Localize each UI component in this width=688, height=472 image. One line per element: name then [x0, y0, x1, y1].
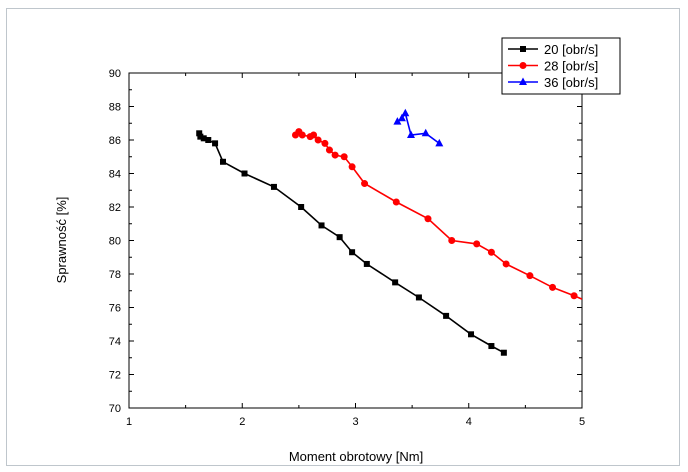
data-point [468, 331, 475, 338]
legend: 20 [obr/s] 28 [obr/s]36 [obr/s] [501, 37, 621, 95]
data-point [424, 215, 432, 223]
data-point [241, 170, 248, 177]
data-point [321, 139, 329, 147]
y-tick-label: 70 [109, 403, 121, 415]
data-point [392, 279, 399, 286]
y-tick-label: 86 [109, 135, 121, 147]
data-point [205, 137, 212, 143]
data-point [421, 128, 430, 137]
data-point [270, 183, 277, 190]
data-point [448, 237, 456, 244]
legend-swatch-marker [520, 46, 526, 52]
data-point [443, 312, 450, 319]
data-point [318, 222, 325, 229]
y-tick-label: 78 [109, 269, 121, 281]
series-markers [196, 108, 578, 356]
data-point [314, 136, 322, 144]
data-point [488, 343, 495, 350]
data-point [392, 198, 400, 206]
y-axis-label: Sprawność [%] [54, 197, 69, 284]
legend-label: 28 [obr/s] [544, 59, 598, 74]
x-tick-label: 1 [126, 416, 132, 428]
data-point [570, 292, 578, 300]
axes-group: 1 2 3 4 5 70 72 74 76 78 80 82 84 86 88 90 [109, 68, 585, 428]
data-point [348, 163, 356, 171]
data-point [473, 240, 481, 248]
data-point [349, 249, 356, 256]
data-point [435, 138, 444, 147]
data-point [526, 272, 534, 280]
data-point [500, 349, 507, 356]
data-point [200, 135, 207, 142]
y-tick-label: 90 [109, 68, 121, 80]
data-point [331, 151, 339, 159]
data-point [361, 180, 369, 188]
x-tick-label: 5 [579, 416, 585, 428]
data-point [549, 283, 557, 291]
data-point [298, 204, 305, 210]
x-axis-label: Moment obrotowy [Nm] [289, 449, 423, 464]
data-point [363, 260, 370, 267]
y-tick-label: 72 [109, 370, 121, 382]
plot-area-border [128, 72, 583, 409]
legend-label: 20 [obr/s] [544, 42, 598, 57]
data-point [196, 130, 203, 137]
data-point [325, 146, 333, 154]
series-line [294, 130, 582, 300]
data-point [212, 140, 219, 147]
data-point [219, 158, 226, 165]
data-point [197, 133, 204, 140]
data-point [401, 108, 410, 117]
data-point [406, 130, 415, 138]
x-tick-label: 2 [239, 416, 245, 428]
data-point [310, 131, 318, 139]
y-tick-label: 80 [109, 236, 121, 248]
legend-swatch-marker [519, 77, 527, 85]
data-point [336, 234, 343, 241]
y-tick-label: 88 [109, 102, 121, 114]
series-lines [198, 111, 582, 354]
x-tick-label: 3 [352, 416, 358, 428]
legend-swatch-marker [519, 62, 527, 69]
y-tick-label: 84 [109, 169, 121, 181]
data-point [340, 153, 348, 161]
y-tick-label: 76 [109, 303, 121, 315]
legend-label: 36 [obr/s] [544, 75, 598, 90]
data-point [397, 113, 406, 122]
data-point [393, 117, 402, 125]
x-tick-label: 4 [466, 416, 472, 428]
y-tick-label: 82 [109, 202, 121, 214]
data-point [487, 248, 495, 256]
data-point [298, 131, 306, 139]
data-point [415, 294, 422, 301]
y-tick-label: 74 [109, 336, 121, 348]
data-point [502, 260, 510, 268]
